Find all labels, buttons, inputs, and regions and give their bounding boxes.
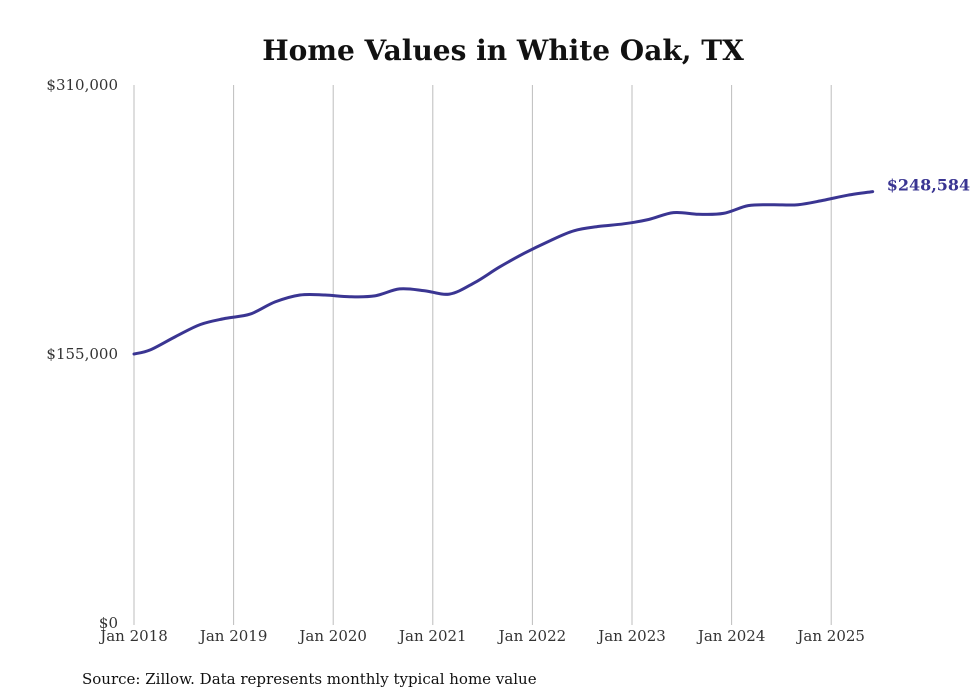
- x-tick-label: Jan 2019: [198, 627, 268, 645]
- grid-layer: [133, 85, 832, 625]
- series-line: [132, 190, 875, 356]
- x-tick-label: Jan 2018: [98, 627, 168, 645]
- chart-title: Home Values in White Oak, TX: [262, 34, 744, 67]
- x-tick-label: Jan 2020: [297, 627, 367, 645]
- x-tick-label: Jan 2025: [795, 627, 865, 645]
- x-tick-label: Jan 2022: [497, 627, 567, 645]
- source-note: Source: Zillow. Data represents monthly …: [82, 670, 537, 688]
- x-tick-label: Jan 2021: [397, 627, 467, 645]
- y-tick-label: $0: [99, 614, 118, 632]
- end-value-label: $248,584: [887, 176, 971, 195]
- series-layer: [132, 190, 875, 356]
- y-tick-label: $155,000: [46, 345, 118, 363]
- x-tick-label: Jan 2023: [596, 627, 666, 645]
- x-tick-label: Jan 2024: [696, 627, 766, 645]
- y-tick-label: $310,000: [46, 76, 118, 94]
- y-axis: $0 $155,000 $310,000: [46, 76, 118, 632]
- x-axis: Jan 2018 Jan 2019 Jan 2020 Jan 2021 Jan 2022…: [98, 627, 865, 645]
